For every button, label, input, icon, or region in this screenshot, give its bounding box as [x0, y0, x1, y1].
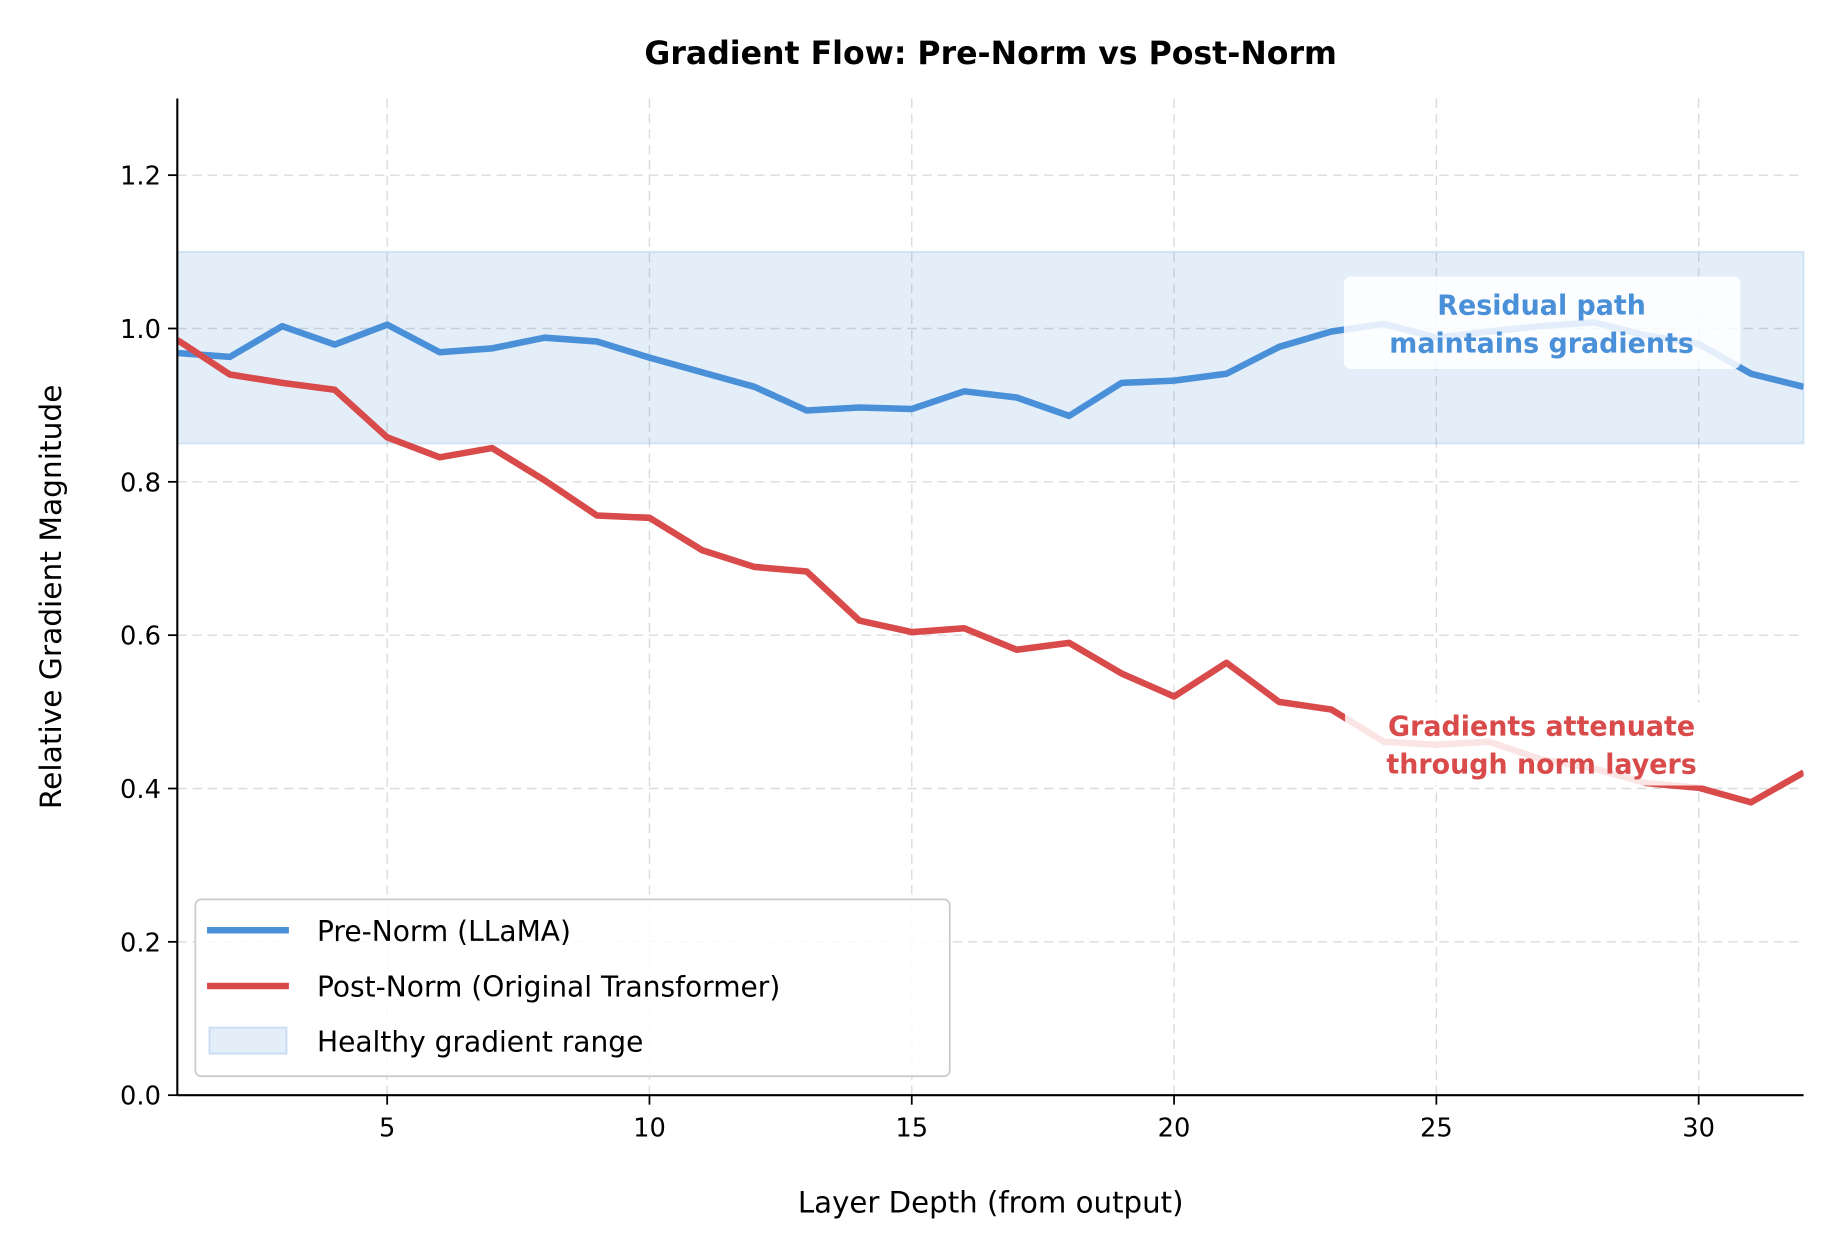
y-tick-label: 1.2: [120, 161, 161, 191]
axes: 5 10 15 20 25 30 0.0 0.2 0.4 0.6 0.8 1.0 1.2: [120, 98, 1804, 1144]
y-axis-label: Relative Gradient Magnitude: [34, 385, 68, 810]
y-tick-label: 0.8: [120, 468, 161, 498]
annotation-text: through norm layers: [1386, 749, 1696, 780]
annotation-text: Gradients attenuate: [1388, 711, 1695, 742]
x-tick-label: 15: [895, 1114, 928, 1144]
y-tick-label: 0.6: [120, 621, 161, 651]
chart-title: Gradient Flow: Pre-Norm vs Post-Norm: [644, 35, 1337, 72]
y-tick-label: 0.0: [120, 1082, 161, 1112]
legend-box: [194, 898, 951, 1078]
annotations: Residual path maintains gradients Gradient…: [1343, 276, 1741, 786]
x-tick-label: 5: [379, 1114, 395, 1144]
annotation-text: maintains gradients: [1389, 328, 1694, 359]
y-tick-label: 1.0: [120, 315, 161, 345]
x-tick-label: 20: [1158, 1114, 1191, 1144]
legend-label: Healthy gradient range: [317, 1025, 643, 1058]
legend-label: Post-Norm (Original Transformer): [317, 971, 780, 1004]
x-tick-label: 30: [1682, 1114, 1715, 1144]
annotation-text: Residual path: [1437, 290, 1646, 321]
legend: Pre-Norm (LLaMA) Post-Norm (Original Tran…: [194, 898, 951, 1078]
annotation-box: [1345, 702, 1739, 786]
x-tick-label: 10: [633, 1114, 666, 1144]
y-tick-label: 0.2: [120, 928, 161, 958]
annotation-box: [1343, 276, 1741, 370]
x-tick-label: 25: [1420, 1114, 1453, 1144]
legend-swatch: [208, 1026, 288, 1055]
y-tick-label: 0.4: [120, 775, 161, 805]
legend-label: Pre-Norm (LLaMA): [317, 915, 571, 948]
x-axis-label: Layer Depth (from output): [798, 1185, 1184, 1219]
